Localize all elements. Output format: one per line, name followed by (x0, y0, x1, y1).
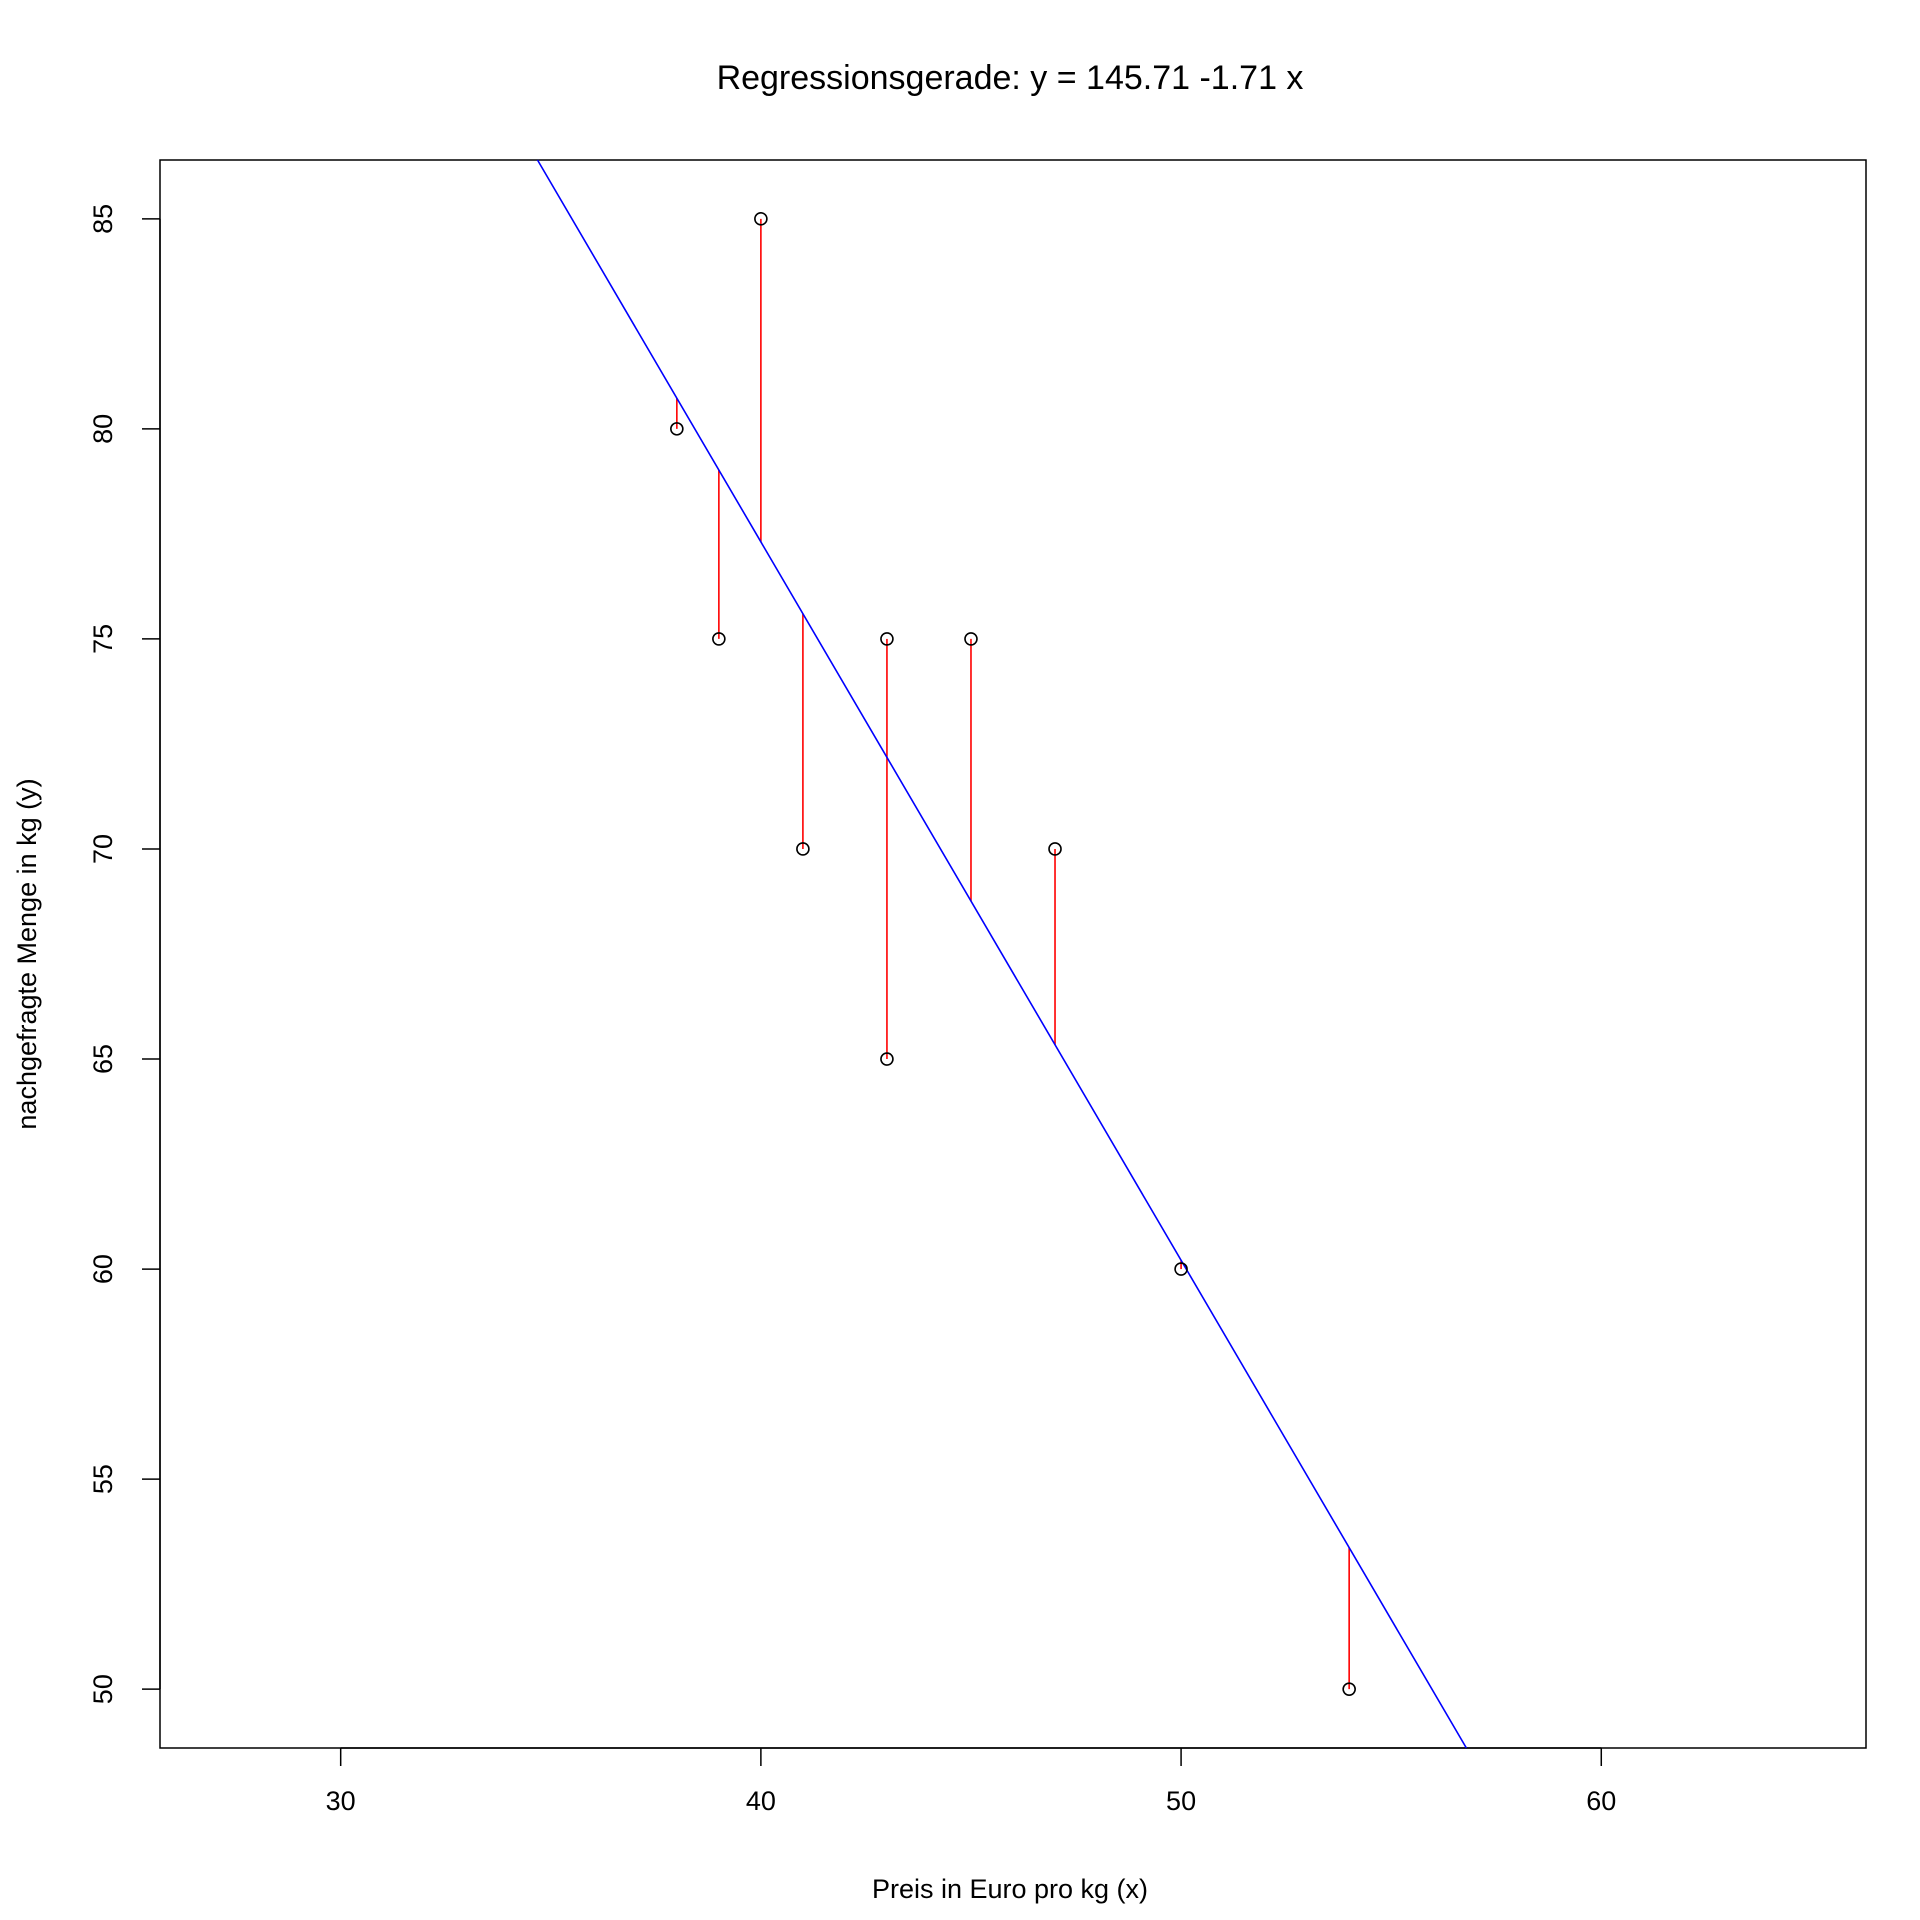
regression-line-group (536, 159, 1468, 1749)
x-tick-label: 40 (746, 1786, 776, 1816)
x-tick-label: 60 (1586, 1786, 1616, 1816)
data-point (670, 422, 684, 436)
y-axis-label: nachgefragte Menge in kg (y) (12, 778, 42, 1129)
y-tick-label: 85 (88, 204, 118, 234)
data-point (1048, 842, 1062, 856)
y-tick-label: 60 (88, 1254, 118, 1284)
chart-title: Regressionsgerade: y = 145.71 -1.71 x (717, 59, 1304, 97)
y-tick-label: 50 (88, 1674, 118, 1704)
data-point (964, 632, 978, 646)
data-point (712, 632, 726, 646)
y-tick-label: 75 (88, 624, 118, 654)
x-axis: 30 40 50 60 (326, 1747, 1616, 1816)
x-axis-label: Preis in Euro pro kg (x) (872, 1874, 1148, 1904)
y-tick-label: 55 (88, 1464, 118, 1494)
regression-line (536, 159, 1468, 1749)
y-tick-label: 65 (88, 1044, 118, 1074)
data-point (796, 842, 810, 856)
y-axis: 50 55 60 65 70 75 80 85 (88, 204, 161, 1704)
data-points (670, 212, 1356, 1696)
data-point (1342, 1682, 1356, 1696)
x-tick-label: 50 (1166, 1786, 1196, 1816)
y-tick-label: 80 (88, 414, 118, 444)
x-tick-label: 30 (326, 1786, 356, 1816)
plot-frame (159, 159, 1867, 1749)
data-point (754, 212, 768, 226)
data-point (880, 632, 894, 646)
data-point (880, 1052, 894, 1066)
y-tick-label: 70 (88, 834, 118, 864)
data-point (1174, 1262, 1188, 1276)
residuals (676, 218, 1350, 1690)
